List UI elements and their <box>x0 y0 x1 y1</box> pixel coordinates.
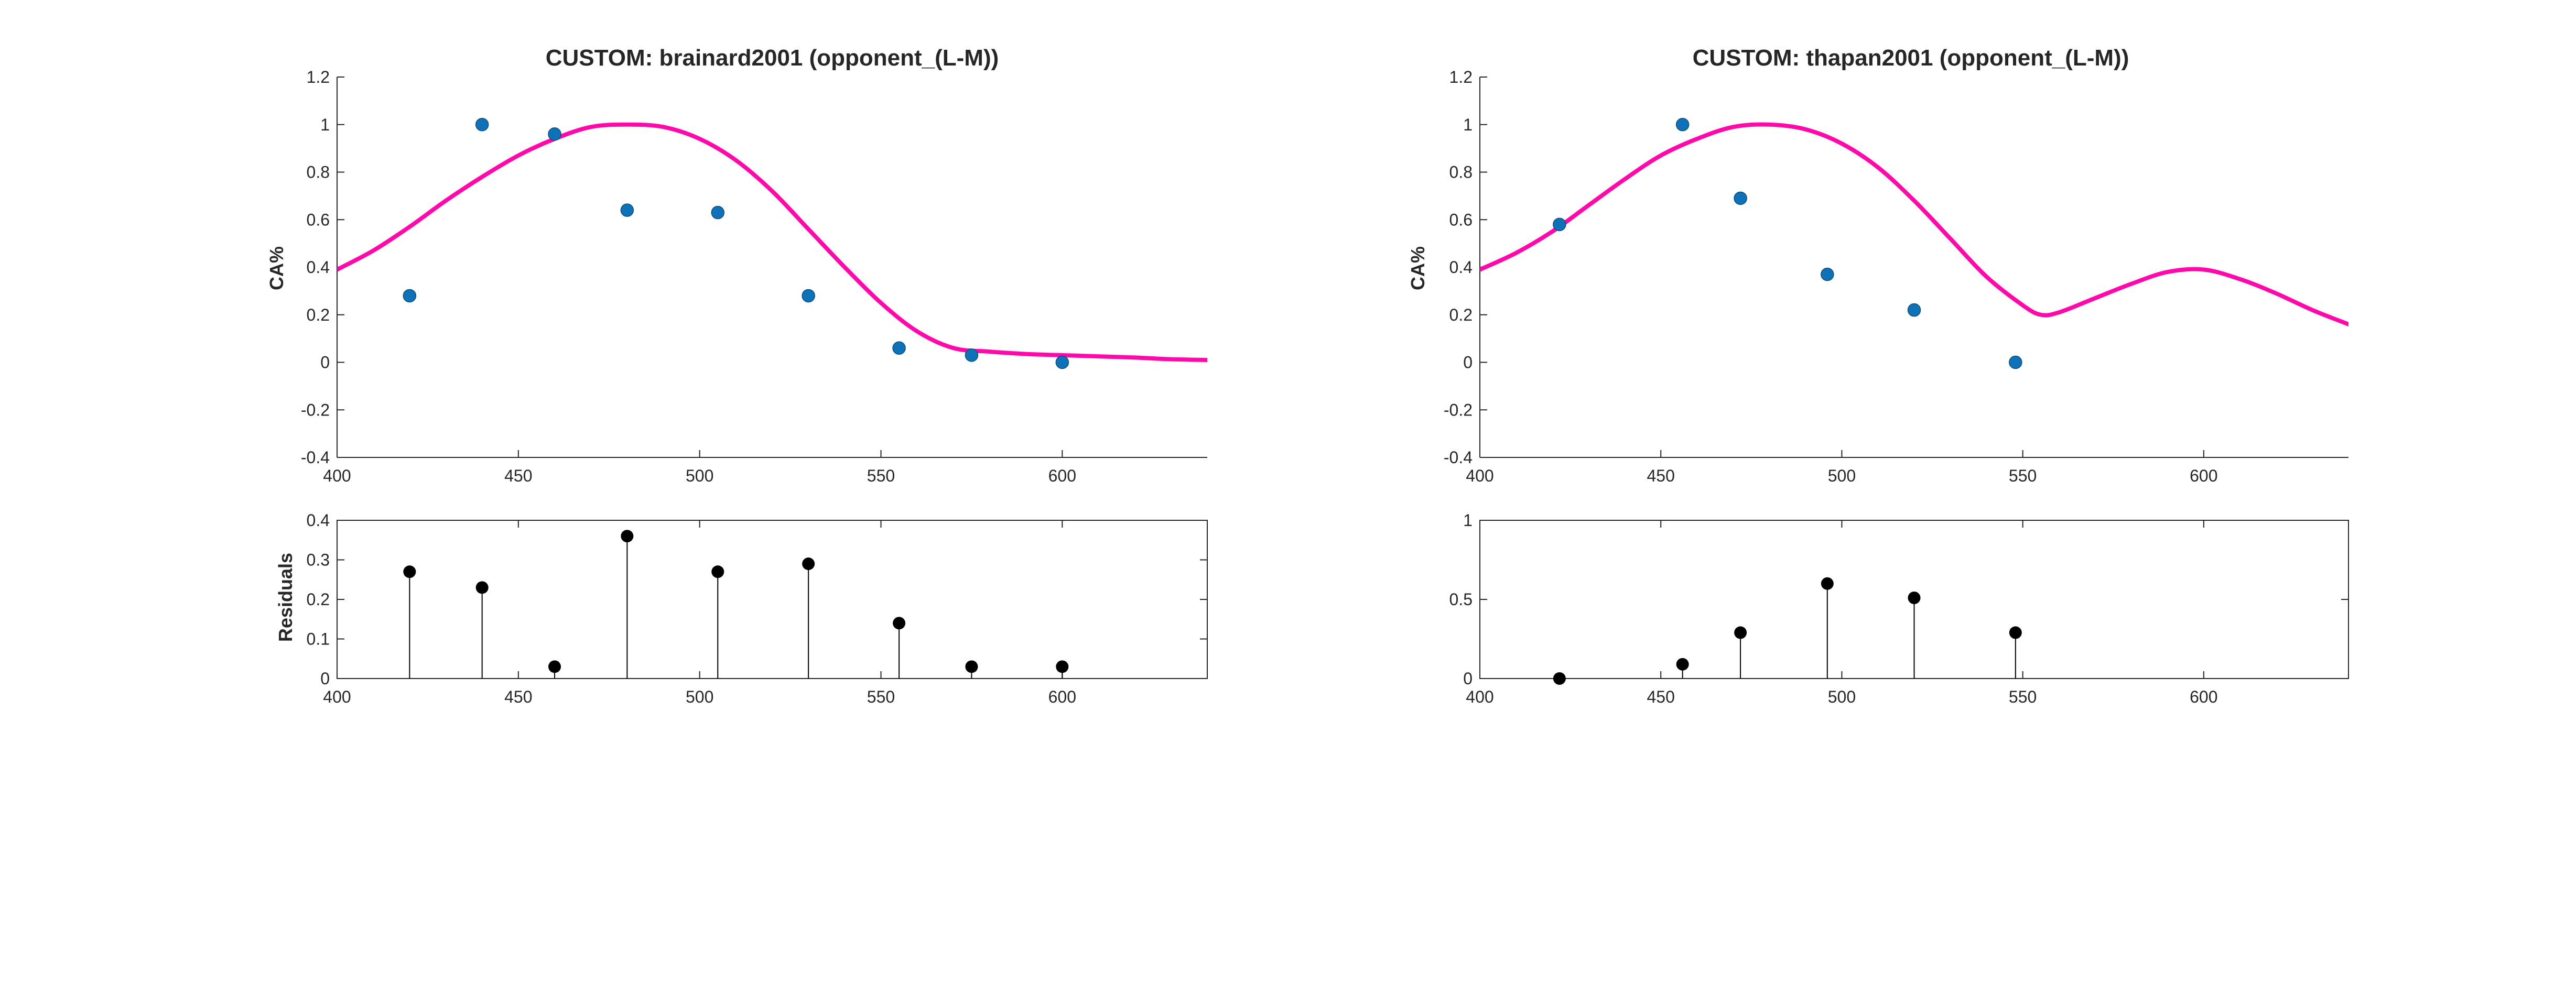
main-plot-thapan: 400 450 500 550 600 -0.4 -0.2 0 0.2 0.4 0.6 0.8 1 1.2 <box>1444 68 2348 485</box>
y-tick-label: 1.2 <box>1449 68 1473 86</box>
residual-point <box>802 557 815 571</box>
residual-plot-brainard: 400 450 500 550 600 0 0.1 0.2 0.3 0.4 <box>307 511 1208 706</box>
residual-plot-thapan: 400 450 500 550 600 0 0.5 1 <box>1449 511 2349 706</box>
x-tick-label: 450 <box>504 466 532 485</box>
chart-title-thapan: CUSTOM: thapan2001 (opponent_(L-M)) <box>1693 45 2129 71</box>
residual-point <box>965 660 978 673</box>
x-tick-label: 600 <box>1048 687 1076 706</box>
y-tick-label: 1 <box>320 115 330 134</box>
main-plot-brainard: 400 450 500 550 600 -0.4 -0.2 0 0.2 0.4 0.6 0.8 1 1.2 <box>301 68 1207 485</box>
x-tick-label: 500 <box>1828 687 1856 706</box>
y-tick-label: 0.1 <box>307 630 330 649</box>
y-tick-label: -0.2 <box>1444 400 1473 419</box>
x-tick-label: 400 <box>1466 687 1493 706</box>
residual-point <box>548 660 561 673</box>
panel-thapan2001: CUSTOM: thapan2001 (opponent_(L-M)) CA% … <box>1407 45 2349 706</box>
y-tick-label: -0.2 <box>301 400 330 419</box>
y-tick-label: 0.2 <box>307 590 330 609</box>
residual-point <box>2009 626 2022 639</box>
y-axis-label-ca: CA% <box>1407 246 1428 290</box>
data-point <box>892 341 906 355</box>
x-tick-label: 400 <box>323 687 351 706</box>
y-tick-label: 0.4 <box>307 258 330 277</box>
fit-curve <box>337 122 1207 362</box>
data-point <box>711 205 724 220</box>
residual-point <box>1734 626 1747 639</box>
y-tick-label: 0.2 <box>307 305 330 324</box>
x-tick-label: 600 <box>2190 466 2217 485</box>
y-tick-label: 1 <box>1463 511 1473 530</box>
data-point <box>548 127 561 141</box>
y-axis-label-residuals: Residuals <box>275 553 296 642</box>
y-tick-label: 0.8 <box>307 163 330 182</box>
x-tick-label: 500 <box>1828 466 1856 485</box>
residual-point <box>893 617 906 630</box>
data-point <box>965 348 979 362</box>
fit-curve <box>1480 122 2348 326</box>
residual-point <box>711 565 724 578</box>
data-point <box>1553 217 1566 232</box>
y-tick-label: 0.4 <box>307 511 330 530</box>
y-axis-label-ca: CA% <box>266 246 287 290</box>
residual-point <box>1821 577 1834 590</box>
x-tick-label: 400 <box>1466 466 1493 485</box>
x-tick-label: 600 <box>2190 687 2217 706</box>
x-tick-label: 550 <box>867 687 895 706</box>
y-tick-label: 0.6 <box>307 210 330 229</box>
x-tick-label: 600 <box>1048 466 1076 485</box>
x-tick-label: 550 <box>2009 687 2037 706</box>
x-tick-label: 550 <box>2009 466 2037 485</box>
residual-point <box>475 581 489 594</box>
data-point <box>475 118 489 132</box>
data-point <box>1907 303 1921 317</box>
chart-title-brainard: CUSTOM: brainard2001 (opponent_(L-M)) <box>546 45 999 71</box>
y-tick-label: 0.8 <box>1449 163 1473 182</box>
x-tick-label: 450 <box>1647 466 1675 485</box>
x-tick-label: 450 <box>504 687 532 706</box>
y-tick-label: 1.2 <box>307 68 330 86</box>
residual-point <box>1676 658 1689 671</box>
y-tick-label: 0.2 <box>1449 305 1473 324</box>
y-tick-label: 0.6 <box>1449 210 1473 229</box>
x-tick-label: 450 <box>1647 687 1675 706</box>
y-tick-label: 0.4 <box>1449 258 1473 277</box>
y-tick-label: 0 <box>1463 353 1473 372</box>
axes-box <box>337 520 1208 679</box>
residual-point <box>403 565 416 578</box>
residual-point <box>1908 591 1921 604</box>
data-point <box>1734 191 1747 205</box>
data-point <box>1055 355 1069 369</box>
y-tick-label: 1 <box>1463 115 1473 134</box>
data-point <box>1821 267 1834 281</box>
residual-point <box>1056 660 1069 673</box>
data-point <box>403 289 417 303</box>
residual-point <box>1553 672 1566 685</box>
y-tick-label: -0.4 <box>1444 448 1473 467</box>
residual-point <box>621 530 634 543</box>
y-tick-label: 0.3 <box>307 551 330 570</box>
data-point <box>1675 118 1690 132</box>
data-point <box>2009 355 2022 369</box>
data-point <box>620 203 634 217</box>
panel-brainard2001: CUSTOM: brainard2001 (opponent_(L-M)) CA… <box>266 45 1208 706</box>
y-tick-label: 0 <box>320 353 330 372</box>
y-tick-label: 0 <box>1463 669 1473 688</box>
y-tick-label: 0 <box>320 669 330 688</box>
x-tick-label: 550 <box>867 466 895 485</box>
data-point <box>802 289 815 303</box>
x-tick-label: 500 <box>686 466 713 485</box>
x-tick-label: 400 <box>323 466 351 485</box>
y-tick-label: 0.5 <box>1449 590 1473 609</box>
y-tick-label: -0.4 <box>301 448 330 467</box>
x-tick-label: 500 <box>686 687 713 706</box>
